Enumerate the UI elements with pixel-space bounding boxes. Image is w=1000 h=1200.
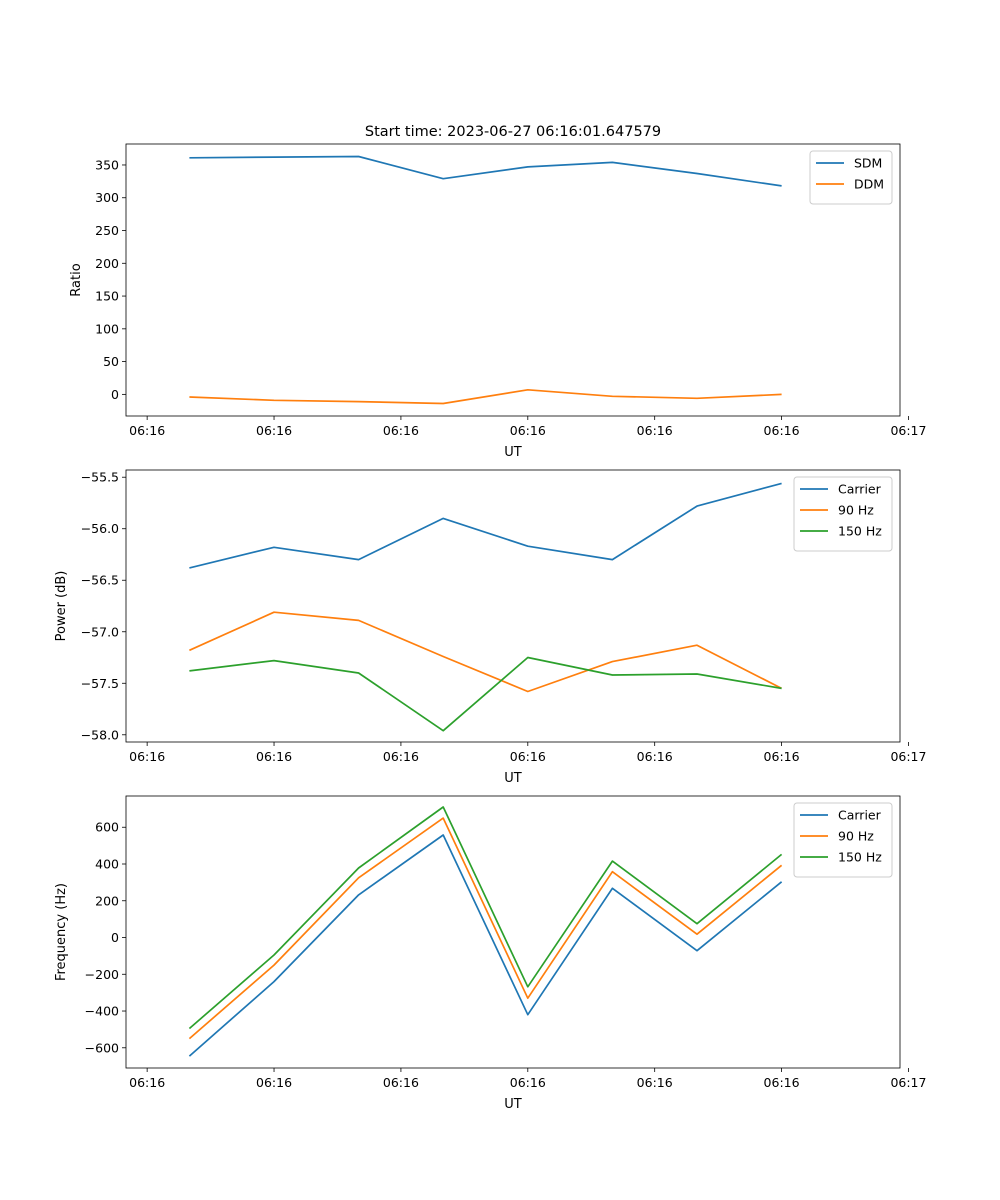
y-tick-label: 0 [111,930,119,945]
y-tick-label: −57.5 [81,676,119,691]
x-tick-label: 06:16 [764,423,800,438]
x-tick-label: 06:16 [383,1075,419,1090]
x-axis-label: UT [504,771,522,786]
y-tick-label: 600 [95,820,119,835]
legend: Carrier 90 Hz 150 Hz [793,476,893,552]
series-line-ddm [189,388,782,405]
legend: SDM DDM [809,150,893,205]
x-tick-label: 06:16 [637,1075,673,1090]
y-axis-label: Frequency (Hz) [54,883,69,981]
x-tick-label: 06:16 [256,423,292,438]
legend-entry: Carrier [838,482,882,497]
y-tick-label: 50 [103,354,119,369]
y-tick-label: −200 [85,967,119,982]
axes-frame [125,795,901,1069]
y-tick-label: −56.5 [81,573,119,588]
series-line-90-hz [189,611,782,693]
y-tick-label: 200 [95,256,119,271]
series-line-carrier [188,834,783,1057]
legend-entry: DDM [854,177,884,192]
y-tick-label: 0 [111,387,119,402]
legend: Carrier 90 Hz 150 Hz [793,802,893,878]
y-tick-label: 200 [95,893,119,908]
x-tick-label: 06:16 [510,1075,546,1090]
series-line-carrier [189,482,782,569]
x-tick-label: 06:16 [129,423,165,438]
legend-entry: 150 Hz [838,850,882,865]
y-tick-label: −56.0 [81,521,119,536]
x-axis-label: UT [504,1097,522,1112]
y-tick-label: 350 [95,157,119,172]
series-line-150-hz [188,806,783,1030]
x-tick-label: 06:16 [637,423,673,438]
chart-panel-2: 06:16 06:16 06:16 06:16 06:16 06:16 06:17 −58.0… [54,469,926,786]
legend-box [809,150,893,205]
x-tick-label: 06:17 [890,749,926,764]
x-tick-label: 06:17 [890,1075,926,1090]
x-tick-label: 06:16 [383,749,419,764]
x-tick-label: 06:16 [764,749,800,764]
figure-title: Start time: 2023-06-27 06:16:01.647579 [365,124,661,140]
y-tick-label: −600 [85,1040,119,1055]
y-tick-label: 100 [95,321,119,336]
x-tick-label: 06:16 [256,1075,292,1090]
series-line-sdm [189,155,782,187]
legend-entry: SDM [854,156,882,171]
y-tick-label: −400 [85,1004,119,1019]
legend-entry: 90 Hz [838,503,874,518]
y-axis-label: Ratio [69,263,84,296]
legend-entry: 90 Hz [838,829,874,844]
x-tick-label: 06:16 [637,749,673,764]
x-tick-label: 06:16 [129,749,165,764]
chart-panel-3: 06:16 06:16 06:16 06:16 06:16 06:16 06:17 −600 −… [54,795,926,1112]
x-tick-label: 06:17 [890,423,926,438]
x-tick-label: 06:16 [764,1075,800,1090]
x-tick-label: 06:16 [383,423,419,438]
y-tick-label: −57.0 [81,624,119,639]
x-tick-label: 06:16 [510,749,546,764]
series-line-150-hz [189,656,782,732]
x-tick-label: 06:16 [129,1075,165,1090]
chart-panel-1: 06:16 06:16 06:16 06:16 06:16 06:16 06:17 0 50 10… [69,143,926,460]
legend-entry: Carrier [838,808,882,823]
x-axis-label: UT [504,445,522,460]
y-tick-label: 300 [95,190,119,205]
axes-frame [125,143,901,417]
legend-box [793,802,893,878]
x-tick-label: 06:16 [256,749,292,764]
y-tick-label: 250 [95,223,119,238]
y-tick-label: −58.0 [81,727,119,742]
y-tick-label: −55.5 [81,470,119,485]
y-tick-label: 150 [95,289,119,304]
x-tick-label: 06:16 [510,423,546,438]
series-line-90-hz [188,817,783,1040]
axes-frame [125,469,901,743]
legend-box [793,476,893,552]
legend-entry: 150 Hz [838,524,882,539]
y-tick-label: 400 [95,857,119,872]
y-axis-label: Power (dB) [54,571,69,642]
